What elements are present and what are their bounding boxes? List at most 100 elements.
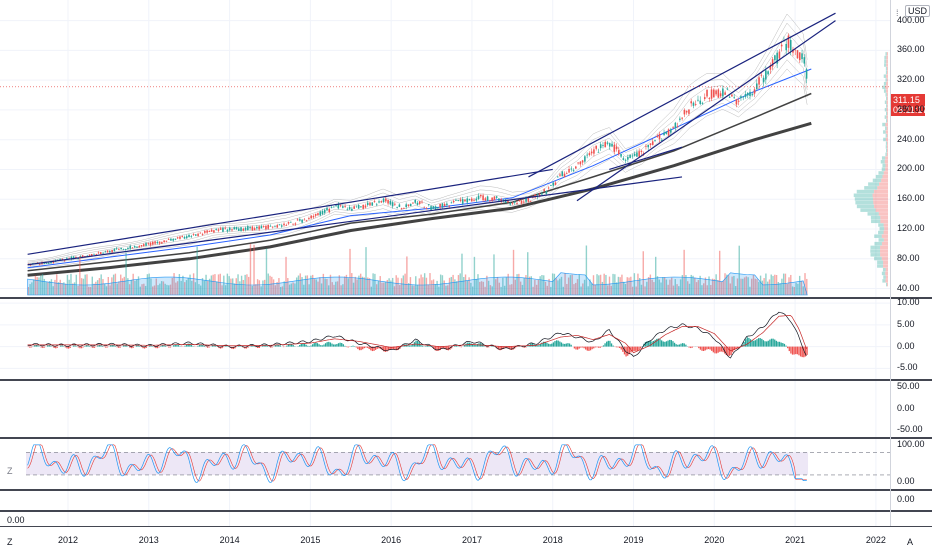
macd-histogram-bar — [656, 338, 658, 347]
candle-body — [176, 237, 179, 239]
volume-bar — [217, 274, 220, 295]
candle-body — [735, 99, 738, 105]
candle-body — [477, 195, 480, 199]
axis-menu-icon[interactable]: ⁞ — [896, 8, 899, 18]
volume-bar — [303, 284, 305, 295]
volume-bar — [482, 281, 485, 295]
volume-bar — [253, 244, 255, 295]
macd-histogram-bar — [782, 343, 784, 347]
volume-profile-bar — [881, 271, 886, 276]
time-tick-label: 2019 — [623, 535, 644, 545]
volume-bar — [594, 284, 596, 295]
pane-separator[interactable] — [0, 510, 932, 512]
macd-histogram-bar — [189, 343, 191, 347]
candle-body — [726, 88, 729, 90]
macd-histogram-bar — [702, 346, 705, 352]
volume-bar — [82, 278, 85, 295]
volume-bar — [454, 279, 456, 295]
pane-separator[interactable] — [0, 297, 932, 299]
volume-bar — [543, 275, 545, 295]
candle-body — [305, 220, 308, 222]
volume-bar — [317, 281, 319, 295]
candle-body — [308, 218, 310, 220]
macd-histogram-bar — [442, 346, 445, 349]
candle-body — [285, 225, 288, 226]
volume-bar — [713, 279, 716, 295]
candle-body — [547, 187, 550, 189]
volume-bar — [575, 282, 577, 295]
candle-body — [588, 153, 591, 156]
volume-bar — [146, 274, 149, 295]
volume-bar — [781, 278, 783, 295]
volume-bar — [734, 286, 737, 295]
volume-bar — [233, 283, 236, 295]
macd-histogram-bar — [492, 345, 495, 347]
empty-pane-tick-label: 0.00 — [897, 494, 915, 504]
candle-body — [595, 145, 597, 149]
volume-profile-bar — [874, 234, 882, 238]
candle-body — [613, 144, 616, 152]
macd-histogram-bar — [336, 344, 338, 347]
volume-bar — [431, 280, 433, 295]
candle-body — [375, 204, 378, 206]
volume-profile-bar — [886, 81, 888, 86]
volume-bar — [688, 283, 691, 295]
macd-histogram-bar — [623, 346, 626, 355]
volume-bar — [425, 277, 428, 295]
price-tick-label: 240.00 — [897, 133, 925, 144]
candle-body — [685, 110, 688, 113]
candle-body — [287, 222, 290, 224]
macd-histogram-bar — [140, 346, 143, 348]
auto-scale-button[interactable]: A — [907, 537, 914, 547]
candle-body — [457, 200, 460, 201]
candle-body — [378, 201, 380, 203]
trendline — [27, 176, 683, 266]
macd-histogram-bar — [491, 345, 493, 347]
pane-collapse-toggle[interactable]: Z — [7, 466, 13, 476]
candle-body — [423, 206, 426, 208]
macd-histogram-bar — [720, 346, 723, 352]
candle-body — [371, 202, 374, 206]
volume-bar — [310, 275, 312, 295]
candle-body — [387, 199, 389, 204]
macd-histogram-bar — [543, 341, 545, 347]
candle-body — [767, 71, 769, 75]
price-axis-border — [890, 0, 891, 527]
macd-histogram-bar — [712, 346, 714, 353]
bottom-panel-tick: 0.00 — [7, 515, 25, 525]
volume-profile-bar — [885, 267, 888, 272]
candle-body — [665, 131, 668, 134]
volume-bar — [491, 286, 493, 295]
candle-body — [446, 203, 448, 206]
macd-histogram-bar — [662, 341, 664, 347]
macd-histogram-bar — [746, 337, 748, 347]
macd-histogram-bar — [202, 344, 204, 347]
macd-histogram-bar — [604, 343, 606, 347]
volume-profile-bar — [886, 89, 888, 93]
macd-histogram-bar — [80, 346, 83, 349]
volume-bar — [475, 279, 477, 295]
candle-body — [271, 226, 274, 228]
macd-histogram-bar — [530, 343, 532, 347]
macd-histogram-bar — [678, 344, 681, 347]
pane-separator[interactable] — [0, 379, 932, 381]
candle-body — [208, 230, 211, 232]
candle-body — [568, 168, 570, 173]
macd-histogram-bar — [439, 346, 441, 351]
macd-histogram-bar — [774, 339, 776, 347]
pane-separator[interactable] — [0, 437, 932, 439]
macd-histogram-bar — [546, 342, 548, 347]
pane-separator[interactable] — [0, 489, 932, 491]
volume-bar — [521, 284, 524, 295]
candle-body — [507, 199, 509, 203]
candle-body — [348, 207, 351, 210]
macd-histogram-bar — [680, 343, 682, 347]
volume-bar — [532, 286, 534, 295]
candle-body — [253, 228, 256, 231]
macd-histogram-bar — [496, 346, 498, 349]
volume-bar — [557, 280, 559, 295]
currency-badge[interactable]: USD — [905, 5, 931, 17]
time-zone-button[interactable]: Z — [7, 537, 13, 547]
volume-bar — [422, 277, 424, 295]
